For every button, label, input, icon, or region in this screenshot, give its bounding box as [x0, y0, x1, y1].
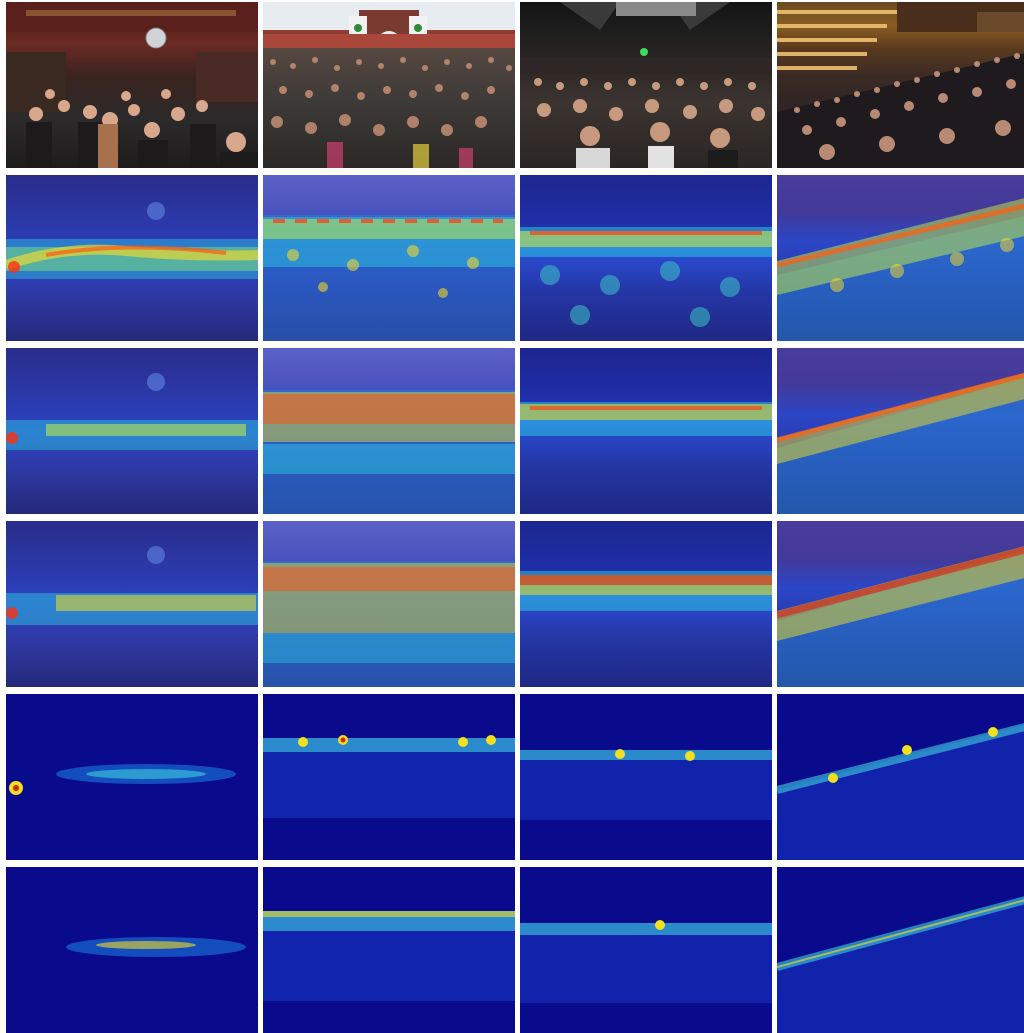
concert-overlay-b: [520, 348, 772, 514]
auditorium-crowd-photo: [777, 2, 1024, 168]
auditorium-density-b: [777, 867, 1024, 1033]
auditorium-overlay-b: [777, 348, 1024, 514]
outdoor-density-b: [263, 867, 515, 1033]
auditorium-overlay-c: [777, 521, 1024, 687]
auditorium-density-a: [777, 694, 1024, 860]
club-overlay-b: [6, 348, 258, 514]
outdoor-overlay-c: [263, 521, 515, 687]
club-density-b: [6, 867, 258, 1033]
concert-crowd-photo: [520, 2, 772, 168]
outdoor-festival-crowd-photo: [263, 2, 515, 168]
club-density-a: [6, 694, 258, 860]
club-crowd-photo: [6, 2, 258, 168]
auditorium-overlay-a: [777, 175, 1024, 341]
outdoor-overlay-b: [263, 348, 515, 514]
concert-overlay-c: [520, 521, 772, 687]
concert-density-b: [520, 867, 772, 1033]
concert-overlay-a: [520, 175, 772, 341]
outdoor-density-a: [263, 694, 515, 860]
club-overlay-c: [6, 521, 258, 687]
club-overlay-a: [6, 175, 258, 341]
concert-density-a: [520, 694, 772, 860]
outdoor-overlay-a: [263, 175, 515, 341]
